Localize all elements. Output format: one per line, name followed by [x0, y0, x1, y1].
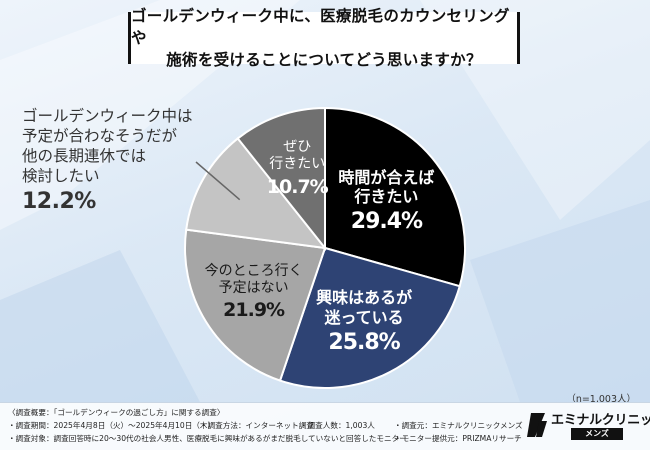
- footer-target: ・調査対象：調査回答時に20～30代の社会人男性、医療脱毛に興味があるがまだ脱毛…: [8, 434, 407, 443]
- slice-value-2: 25.8%: [328, 329, 400, 355]
- external-label-value: 12.2%: [22, 189, 96, 214]
- slice-label-2: 興味はあるが 迷っている 25.8%: [316, 288, 412, 356]
- slice-value-3: 21.9%: [223, 299, 285, 322]
- survey-footer: 〈調査概要：「ゴールデンウィークの過ごし方」に関する調査〉 ・調査期間：2025…: [0, 402, 650, 450]
- external-label-line-4: 検討したい: [22, 167, 100, 185]
- footer-method: ・調査方法：インターネット調査: [200, 421, 314, 430]
- slice-label-2-line-1: 興味はあるが: [316, 288, 413, 308]
- slice-label-5-line-2: 行きたい: [269, 155, 326, 172]
- slice-label-2-line-2: 迷っている: [324, 307, 404, 327]
- pie-slice-3: [184, 228, 327, 382]
- slice-value-5: 10.7%: [266, 175, 329, 198]
- slice-label-1-line-1: 時間が合えば: [338, 167, 435, 187]
- logo-sub: メンズ: [571, 428, 623, 440]
- slice-label-3-line-1: 今のところ行く: [204, 262, 303, 279]
- pie-slice-1: [324, 106, 466, 288]
- external-label-line-1: ゴールデンウィーク中は: [22, 107, 193, 125]
- clinic-logo: エミナルクリニック メンズ: [527, 409, 650, 443]
- pie-slice-4: [185, 137, 328, 250]
- sample-size: （n=1,003人）: [566, 394, 636, 405]
- slice-label-external: ゴールデンウィーク中は 予定が合わなそうだが 他の長期連休では 検討したい 12…: [22, 106, 193, 214]
- external-label-line-2: 予定が合わなそうだが: [22, 127, 178, 145]
- logo-mark-icon: [527, 413, 547, 437]
- title-line-1: ゴールデンウィーク中に、医療脱毛のカウンセリングや: [131, 7, 510, 47]
- footer-overview: 〈調査概要：「ゴールデンウィークの過ごし方」に関する調査〉: [8, 408, 225, 417]
- pie-slice-2: [278, 246, 461, 389]
- chart-title: ゴールデンウィーク中に、医療脱毛のカウンセリングや 施術を受けることについてどう…: [128, 7, 520, 69]
- external-label-line-3: 他の長期連休では: [22, 147, 147, 165]
- slice-label-1-line-2: 行きたい: [354, 186, 419, 206]
- footer-count: ・調査人数：1,003人: [300, 421, 375, 430]
- slice-label-5-line-1: ぜひ: [283, 139, 312, 156]
- leader-line: [195, 161, 241, 201]
- slice-value-1: 29.4%: [350, 208, 423, 234]
- slice-label-3: 今のところ行く 予定はない 21.9%: [205, 263, 303, 322]
- slice-label-1: 時間が合えば 行きたい 29.4%: [338, 168, 434, 236]
- footer-source: ・調査元：エミナルクリニックメンズ: [394, 421, 523, 430]
- logo-name: エミナルクリニック: [551, 413, 650, 428]
- pie-slice-5: [236, 106, 326, 251]
- footer-period: ・調査期間：2025年4月8日（火）～2025年4月10日（木）: [8, 421, 216, 430]
- title-line-2: 施術を受けることについてどう思いますか？: [166, 51, 482, 69]
- slice-label-5: ぜひ 行きたい 10.7%: [266, 139, 329, 198]
- slice-label-3-line-2: 予定はない: [218, 279, 289, 296]
- footer-provider: ・モニター提供元：PRIZMAリサーチ: [394, 434, 522, 443]
